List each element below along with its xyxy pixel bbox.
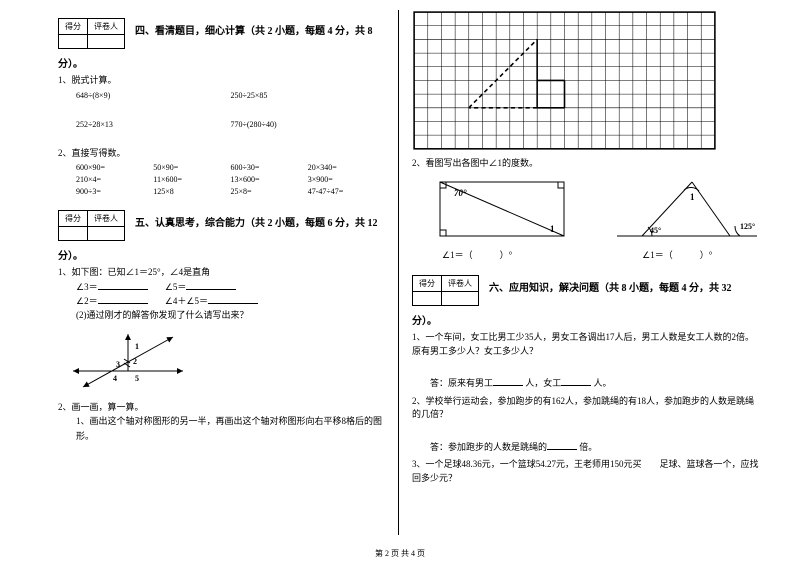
- blank: [561, 376, 591, 386]
- calc-item: 770÷(280÷40): [231, 120, 386, 129]
- label-70: 70°: [454, 188, 467, 198]
- score-box: 得分评卷人: [412, 275, 479, 306]
- q5r-2-label: 2、看图写出各图中∠1的度数。: [412, 157, 762, 171]
- grader-label: 评卷人: [442, 276, 479, 292]
- blank: [208, 294, 258, 304]
- calc-item: 250÷25×85: [231, 91, 386, 100]
- blank: [98, 294, 148, 304]
- svg-text:5: 5: [135, 374, 139, 383]
- calc-item: 3×900=: [308, 175, 385, 184]
- calc-item: 125×8: [153, 187, 230, 196]
- calc-item: 11×600=: [153, 175, 230, 184]
- q4-2-grid: 600×90= 50×90= 600÷30= 20×340= 210×4= 11…: [58, 163, 385, 196]
- text: 人。: [594, 378, 612, 388]
- q5-1-line1: ∠3＝ ∠5＝: [76, 280, 385, 294]
- svg-text:4: 4: [113, 374, 117, 383]
- q5-2-label: 2、画一画，算一算。: [58, 401, 385, 415]
- blank: [186, 280, 236, 290]
- score-label: 得分: [59, 211, 88, 227]
- text: ∠4＋∠5＝: [165, 296, 208, 306]
- grader-cell: [88, 227, 125, 241]
- calc-item: 25×8=: [231, 187, 308, 196]
- triangle-row: 70° 1 45° 125° 1: [432, 174, 762, 244]
- calc-item: 20×340=: [308, 163, 385, 172]
- page-footer: 第 2 页 共 4 页: [0, 548, 800, 559]
- text: ∠2＝: [76, 296, 98, 306]
- section-6-title: 六、应用知识，解决问题（共 8 小题，每题 4 分，共 32: [489, 279, 732, 294]
- calc-item: 600×90=: [76, 163, 153, 172]
- text: ∠3＝: [76, 282, 98, 292]
- q6-2: 2、学校举行运动会，参加跑步的有162人，参加跳绳的有18人，参加跑步的人数是跳…: [412, 395, 762, 422]
- blank: [493, 376, 523, 386]
- triangle-diagram: 45° 125° 1: [612, 174, 762, 244]
- section-6-head: 得分评卷人 六、应用知识，解决问题（共 8 小题，每题 4 分，共 32: [412, 275, 762, 306]
- grader-label: 评卷人: [88, 19, 125, 35]
- q5-1-line2: ∠2＝ ∠4＋∠5＝: [76, 294, 385, 308]
- text: 人，女工: [525, 378, 561, 388]
- score-label: 得分: [413, 276, 442, 292]
- q6-3: 3、一个足球48.36元，一个篮球54.27元，王老师用150元买 足球、篮球各…: [412, 458, 762, 485]
- section-4-title: 四、看清题目，细心计算（共 2 小题，每题 4 分，共 8: [135, 22, 373, 37]
- svg-text:3: 3: [116, 360, 120, 369]
- q6-1: 1、一个车间，女工比男工少35人，男女工各调出17人后，男工人数是女工人数的2倍…: [412, 331, 762, 358]
- score-cell: [59, 35, 88, 49]
- q4-2-label: 2、直接写得数。: [58, 147, 385, 161]
- svg-text:1: 1: [135, 342, 139, 351]
- label-45: 45°: [650, 226, 661, 235]
- calc-item: 210×4=: [76, 175, 153, 184]
- q4-1-grid: 648÷(8×9) 250÷25×85 252÷28×13 770÷(280÷4…: [58, 91, 385, 129]
- angle-eq-row: ∠1＝（ ）° ∠1＝（ ）°: [442, 248, 762, 261]
- section-5-head: 得分评卷人 五、认真思考，综合能力（共 2 小题，每题 6 分，共 12: [58, 210, 385, 241]
- calc-item: 47-47÷47=: [308, 187, 385, 196]
- score-cell: [413, 292, 442, 306]
- column-divider: [398, 10, 399, 535]
- rect-70-diagram: 70° 1: [432, 174, 572, 244]
- text: ∠5＝: [165, 282, 187, 292]
- q5-1-label: 1、如下图：已知∠1＝25°，∠4是直角: [58, 266, 385, 280]
- grader-label: 评卷人: [88, 211, 125, 227]
- q5-1-line3: (2)通过刚才的解答你发现了什么请写出来？: [76, 308, 385, 322]
- text: 答：原来有男工: [430, 378, 493, 388]
- text: 答：参加跑步的人数是跳绳的: [430, 442, 547, 452]
- text: 倍。: [579, 442, 597, 452]
- calc-item: 600÷30=: [231, 163, 308, 172]
- score-box: 得分评卷人: [58, 210, 125, 241]
- calc-item: 13×600=: [231, 175, 308, 184]
- angle-diagram: 1 2 3 4 5: [68, 329, 188, 389]
- grader-cell: [88, 35, 125, 49]
- q4-1-label: 1、脱式计算。: [58, 74, 385, 88]
- blank: [98, 280, 148, 290]
- grader-cell: [442, 292, 479, 306]
- angle-eq: ∠1＝（ ）°: [642, 248, 712, 261]
- grid-diagram: [412, 10, 717, 151]
- label-1: 1: [690, 192, 695, 202]
- score-cell: [59, 227, 88, 241]
- q6-2-ans: 答：参加跑步的人数是跳绳的 倍。: [430, 440, 762, 455]
- q5-2-sub1: 1、画出这个轴对称图形的另一半，再画出这个轴对称图形向右平移8格后的图形。: [76, 414, 385, 443]
- label-1: 1: [550, 224, 555, 234]
- section-4-tail: 分）。: [58, 55, 385, 70]
- calc-item: 900÷3=: [76, 187, 153, 196]
- score-box: 得分评卷人: [58, 18, 125, 49]
- section-4-head: 得分评卷人 四、看清题目，细心计算（共 2 小题，每题 4 分，共 8: [58, 18, 385, 49]
- right-column: 2、看图写出各图中∠1的度数。 70° 1 45° 125° 1: [404, 10, 770, 535]
- page: 得分评卷人 四、看清题目，细心计算（共 2 小题，每题 4 分，共 8 分）。 …: [0, 0, 800, 535]
- label-125: 125°: [740, 222, 755, 231]
- section-5-tail: 分）。: [58, 247, 385, 262]
- angle-eq: ∠1＝（ ）°: [442, 248, 512, 261]
- calc-item: 648÷(8×9): [76, 91, 231, 100]
- section-5-title: 五、认真思考，综合能力（共 2 小题，每题 6 分，共 12: [135, 214, 378, 229]
- left-column: 得分评卷人 四、看清题目，细心计算（共 2 小题，每题 4 分，共 8 分）。 …: [50, 10, 393, 535]
- svg-text:2: 2: [133, 357, 137, 366]
- blank: [547, 440, 577, 450]
- calc-item: 50×90=: [153, 163, 230, 172]
- section-6-tail: 分）。: [412, 312, 762, 327]
- calc-item: 252÷28×13: [76, 120, 231, 129]
- q6-1-ans: 答：原来有男工 人，女工 人。: [430, 376, 762, 391]
- score-label: 得分: [59, 19, 88, 35]
